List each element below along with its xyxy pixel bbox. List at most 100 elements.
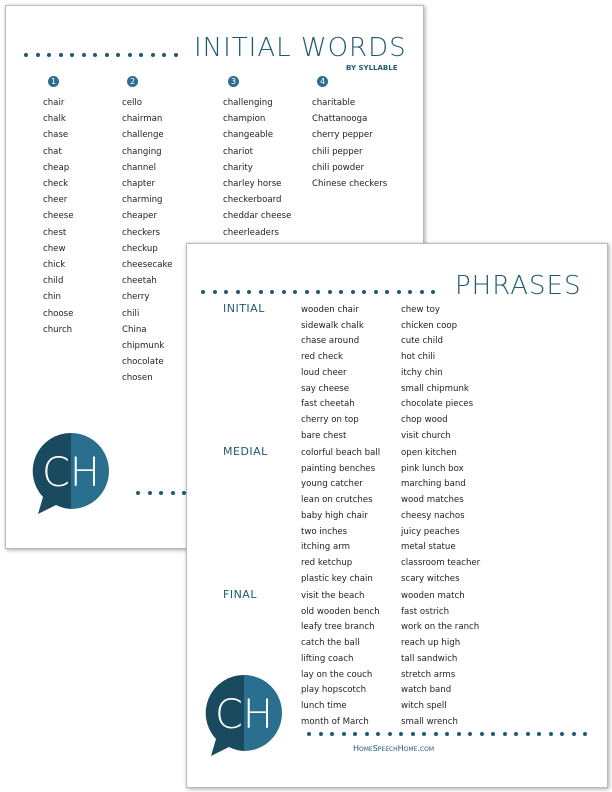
dot (433, 732, 438, 736)
word: changeable (223, 130, 274, 141)
phrase: sidewalk chalk (301, 320, 364, 331)
dot (445, 732, 449, 736)
phrase: open kitchen (401, 448, 457, 458)
phrase: colorful beach ball (301, 448, 381, 458)
phrase: itching arm (301, 542, 350, 553)
phrase: metal statue (401, 542, 456, 553)
word: chalk (43, 114, 66, 125)
dot (182, 491, 186, 495)
word: church (43, 324, 73, 335)
syllable-number: 3 (228, 76, 239, 87)
dot (537, 732, 541, 736)
word: chosen (122, 373, 153, 384)
front-page: PHRASES INITIAL wooden chair sidewalk chalk… (186, 243, 608, 788)
word: cherry (122, 292, 150, 303)
word: choose (43, 308, 74, 319)
dot (304, 290, 309, 294)
phrase: chocolate pieces (401, 399, 474, 410)
phrase: witch spell (401, 700, 447, 711)
page-title: PHRASES (455, 271, 582, 301)
dot (468, 732, 472, 736)
dot (385, 290, 389, 294)
word: cherry pepper (312, 130, 373, 141)
phrase: small wrench (401, 716, 458, 727)
dot (327, 290, 332, 294)
dot (525, 732, 530, 736)
dot (173, 53, 178, 57)
phrase: lifting coach (301, 653, 354, 664)
phrase: wooden match (401, 591, 465, 601)
dot (281, 290, 286, 294)
dot (147, 491, 152, 495)
dot (81, 53, 86, 57)
dot (24, 53, 28, 57)
dot (170, 491, 175, 495)
word: cheap (43, 162, 70, 173)
word: changing (122, 146, 162, 157)
dot (318, 732, 323, 736)
phrase: classroom teacher (401, 557, 481, 568)
dot (376, 732, 380, 736)
syllable-number: 2 (127, 76, 138, 87)
section-label: FINAL (223, 588, 257, 601)
subtitle: BY SYLLABLE (346, 64, 398, 72)
word: checkers (122, 227, 161, 238)
word: champion (223, 114, 266, 125)
dot (502, 732, 507, 736)
phrase: watch band (401, 685, 452, 696)
word: child (43, 276, 64, 287)
phrase: old wooden bench (301, 606, 380, 617)
word: cheesecake (122, 260, 173, 270)
dot (339, 290, 343, 294)
word: cheddar cheese (223, 211, 292, 222)
dot (235, 290, 240, 294)
phrase: red check (301, 352, 343, 363)
word: cheetah (122, 276, 157, 287)
dot (350, 290, 355, 294)
phrase: reach up high (401, 638, 461, 649)
phrase: stretch arms (401, 669, 456, 680)
phrase: lean on crutches (301, 495, 373, 506)
dot (396, 290, 401, 294)
dot (247, 290, 251, 294)
dot (364, 732, 369, 736)
phrase: itchy chin (401, 367, 443, 378)
word: chocolate (122, 357, 164, 368)
phrase: young catcher (301, 479, 363, 490)
logo: CH (205, 674, 282, 756)
word: cheese (43, 211, 74, 222)
dot (47, 53, 51, 57)
phrase: tall sandwich (401, 653, 458, 664)
dot (159, 491, 163, 495)
phrase: play hopscotch (301, 685, 367, 696)
word: cheerleaders (223, 227, 279, 238)
logo-text: CH (215, 692, 273, 738)
word: chapter (122, 179, 156, 189)
phrase: chase around (301, 336, 360, 347)
dot (224, 290, 228, 294)
dot (307, 732, 311, 736)
dot (479, 732, 484, 736)
dot (548, 732, 553, 736)
dot (150, 53, 155, 57)
phrase: leafy tree branch (301, 622, 375, 633)
dot (127, 53, 132, 57)
phrase: marching band (401, 479, 466, 490)
word: checkerboard (223, 195, 282, 206)
phrase: loud cheer (301, 367, 347, 378)
word: China (122, 324, 147, 335)
phrase: work on the ranch (401, 622, 480, 633)
dot (387, 732, 392, 736)
phrase: cute child (401, 336, 443, 347)
dot (136, 491, 140, 495)
word: chew (43, 243, 66, 254)
dot (58, 53, 63, 57)
word: charitable (312, 98, 356, 108)
section-label: INITIAL (223, 302, 265, 315)
word: charming (122, 195, 163, 206)
phrase: fast cheetah (301, 399, 355, 410)
phrase: fast ostrich (401, 606, 450, 617)
word: chat (43, 146, 62, 157)
dot (139, 53, 143, 57)
